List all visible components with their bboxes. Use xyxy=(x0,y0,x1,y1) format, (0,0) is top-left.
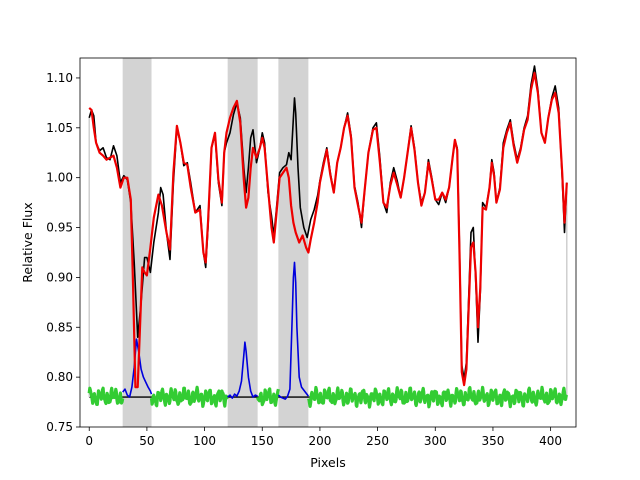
y-tick-label: 0.90 xyxy=(46,270,73,284)
x-tick-label: 0 xyxy=(85,434,93,448)
x-tick-label: 200 xyxy=(308,434,331,448)
model-series xyxy=(88,71,568,389)
y-tick-label: 0.80 xyxy=(46,370,73,384)
masked-residual-segment-1 xyxy=(227,341,258,399)
observed-series xyxy=(88,65,568,380)
x-tick-label: 350 xyxy=(481,434,504,448)
y-tick-label: 1.05 xyxy=(46,121,73,135)
x-tick-label: 150 xyxy=(251,434,274,448)
residual-segment-0 xyxy=(87,386,125,406)
x-tick-label: 300 xyxy=(424,434,447,448)
x-tick-label: 100 xyxy=(193,434,216,448)
model-line xyxy=(88,71,568,389)
masked-region-0 xyxy=(122,58,152,427)
x-tick-label: 400 xyxy=(539,434,562,448)
masked-residuals-series xyxy=(122,261,310,400)
masked-residual-segment-2 xyxy=(277,261,310,400)
masked-residual-segment-0 xyxy=(122,338,153,398)
residuals-series xyxy=(87,385,569,409)
observed-line xyxy=(88,65,568,380)
y-tick-label: 0.85 xyxy=(46,320,73,334)
y-tick-label: 0.75 xyxy=(46,420,73,434)
y-tick-label: 0.95 xyxy=(46,221,73,235)
x-axis-label: Pixels xyxy=(310,455,345,470)
x-axis-ticks: 0 50 100 150 200 250 300 350 400 xyxy=(85,427,562,448)
y-tick-label: 1.10 xyxy=(46,71,73,85)
residual-segment-3 xyxy=(306,385,569,409)
residual-segment-1 xyxy=(149,385,229,408)
x-tick-label: 250 xyxy=(366,434,389,448)
y-tick-label: 1.00 xyxy=(46,171,73,185)
y-axis-label: Relative Flux xyxy=(20,202,35,282)
plot-frame xyxy=(79,57,577,428)
residual-segment-2 xyxy=(256,387,280,407)
y-axis-ticks: 0.75 0.80 0.85 0.90 0.95 1.00 1.05 1.10 xyxy=(46,71,80,434)
x-tick-label: 50 xyxy=(139,434,154,448)
